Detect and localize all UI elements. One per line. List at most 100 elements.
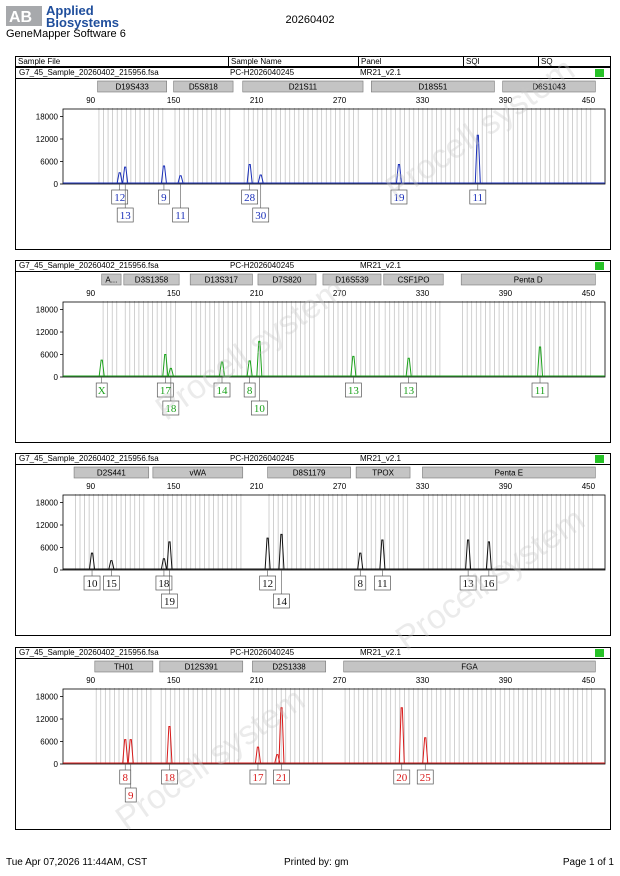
marker-label: D21S11	[289, 83, 318, 92]
column-header-row: Sample File Sample Name Panel SQI SQ	[15, 56, 611, 67]
peak	[485, 541, 492, 570]
x-tick-label: 390	[499, 676, 513, 685]
y-tick-label: 0	[54, 180, 59, 189]
plot-frame	[62, 108, 606, 185]
sq-status-indicator	[595, 262, 604, 270]
marker-label: D5S818	[189, 83, 218, 92]
marker-bar	[173, 80, 234, 93]
marker-bar	[252, 660, 327, 673]
allele-box	[400, 382, 418, 398]
peak	[246, 360, 253, 377]
peak	[219, 361, 226, 377]
allele-box	[249, 769, 267, 785]
software-name: GeneMapper Software 6	[6, 28, 126, 40]
marker-bar	[257, 273, 317, 286]
peak	[405, 357, 412, 377]
peak	[537, 346, 544, 377]
svg-text:AB: AB	[9, 9, 32, 26]
allele-box	[155, 575, 173, 591]
printed-by: Printed by: gm	[284, 857, 349, 868]
panel-info-row: G7_45_Sample_20260402_215956.fsa PC-H202…	[16, 454, 610, 465]
marker-label: D7S820	[273, 276, 302, 285]
allele-box	[416, 769, 434, 785]
x-tick-label: 390	[499, 289, 513, 298]
chart-group: D2S441 vWA D8S1179 TPOX Penta E90 150 210 270 33…	[36, 466, 606, 609]
marker-label: Penta E	[495, 469, 523, 478]
plot-frame	[62, 688, 606, 765]
allele-box	[158, 189, 170, 205]
sq-status-indicator	[595, 649, 604, 657]
allele-label: 10	[87, 578, 99, 590]
marker-bar	[123, 273, 180, 286]
x-tick-label: 270	[333, 676, 347, 685]
peak	[89, 552, 96, 570]
x-tick-label: 90	[86, 676, 95, 685]
x-tick-label: 90	[86, 482, 95, 491]
plot-green: A... D3S1358 D13S317 D7S820 D16S539 CSF1PO Pen…	[36, 273, 606, 416]
marker-bar	[343, 660, 596, 673]
allele-label: 11	[472, 192, 483, 204]
x-tick-label: 450	[582, 289, 596, 298]
x-tick-label: 210	[250, 96, 264, 105]
y-tick-label: 6000	[40, 351, 58, 360]
page-number: Page 1 of 1	[562, 857, 614, 868]
marker-label: D12S391	[185, 663, 219, 672]
peak	[256, 340, 263, 377]
marker-bar	[101, 273, 122, 286]
marker-label: D18S51	[418, 83, 447, 92]
y-tick-label: 0	[54, 760, 59, 769]
marker-label: D8S1179	[293, 469, 326, 478]
y-tick-label: 12000	[36, 521, 59, 530]
panel-name: MR21_v2.1	[360, 454, 401, 463]
peak	[379, 539, 386, 570]
y-tick-label: 6000	[40, 158, 58, 167]
allele-box	[259, 575, 276, 591]
peak	[166, 726, 173, 764]
marker-label: D2S441	[97, 469, 126, 478]
x-tick-label: 150	[167, 676, 181, 685]
electropherogram-panel-green: G7_45_Sample_20260402_215956.fsa PC-H202…	[15, 260, 611, 443]
peak	[127, 739, 134, 764]
x-tick-label: 90	[86, 96, 95, 105]
peak	[162, 354, 169, 377]
marker-label: D2S1338	[272, 663, 306, 672]
y-tick-label: 18000	[36, 693, 59, 702]
marker-bar	[267, 466, 351, 479]
y-tick-label: 18000	[36, 113, 59, 122]
sample-name: PC-H2026040245	[230, 648, 295, 657]
marker-label: FGA	[461, 663, 478, 672]
electropherogram-panel-red: G7_45_Sample_20260402_215956.fsa PC-H202…	[15, 647, 611, 830]
allele-box	[103, 575, 120, 591]
allele-label: 12	[114, 192, 125, 204]
chart-group: A... D3S1358 D13S317 D7S820 D16S539 CSF1PO Pen…	[36, 273, 606, 416]
marker-label: CSF1PO	[397, 276, 429, 285]
allele-label: 15	[106, 578, 118, 590]
sample-file: G7_45_Sample_20260402_215956.fsa	[19, 648, 159, 657]
allele-box	[250, 400, 268, 416]
marker-bar	[422, 466, 596, 479]
allele-label: 16	[483, 578, 495, 590]
allele-label: 8	[358, 578, 364, 590]
sample-name: PC-H2026040245	[230, 261, 295, 270]
peak	[254, 746, 261, 764]
allele-box	[213, 382, 231, 398]
allele-box	[161, 769, 178, 785]
allele-label: 19	[393, 192, 405, 204]
x-tick-label: 450	[582, 482, 596, 491]
allele-label: 8	[247, 385, 253, 397]
x-tick-label: 210	[250, 676, 264, 685]
run-date: 20260402	[285, 14, 335, 26]
peak	[116, 172, 123, 184]
y-tick-label: 0	[54, 373, 59, 382]
allele-label: 8	[122, 772, 128, 784]
allele-label: 18	[158, 578, 170, 590]
plot-black: D2S441 vWA D8S1179 TPOX Penta E90 150 210 270 33…	[36, 466, 606, 609]
peak	[166, 541, 173, 570]
marker-bar	[97, 80, 167, 93]
allele-box	[241, 189, 259, 205]
electropherogram-panel-black: G7_45_Sample_20260402_215956.fsa PC-H202…	[15, 453, 611, 636]
sample-name: PC-H2026040245	[230, 454, 295, 463]
